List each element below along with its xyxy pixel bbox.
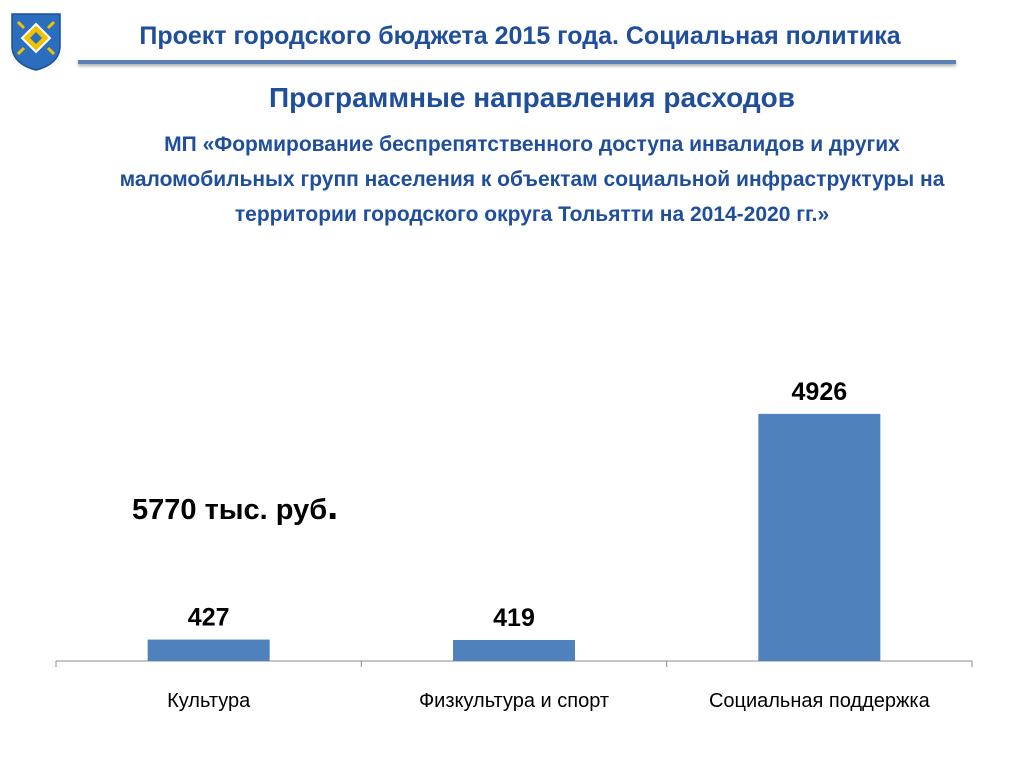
bar-3: [758, 413, 881, 661]
section-title: Программные направления расходов: [269, 82, 795, 113]
city-coat-of-arms-icon: [11, 13, 61, 71]
data-label-1: 427: [188, 604, 230, 632]
bar-1: [147, 639, 270, 661]
bar-2: [453, 639, 575, 661]
program-title: МП «Формирование беспрепятственного дост…: [119, 133, 945, 226]
category-label-3: Социальная поддержка: [709, 690, 931, 712]
total-amount-label: 5770 тыс. руб.: [132, 484, 338, 529]
header-title: Проект городского бюджета 2015 года. Соц…: [139, 22, 901, 50]
total-amount-dot: .: [327, 484, 339, 528]
category-label-2: Физкультура и спорт: [419, 690, 609, 712]
header-divider: [78, 60, 956, 64]
category-label-1: Культура: [167, 690, 251, 712]
total-amount-value: 5770 тыс. руб: [132, 494, 328, 526]
data-label-3: 4926: [792, 378, 848, 406]
data-label-2: 419: [493, 604, 535, 632]
